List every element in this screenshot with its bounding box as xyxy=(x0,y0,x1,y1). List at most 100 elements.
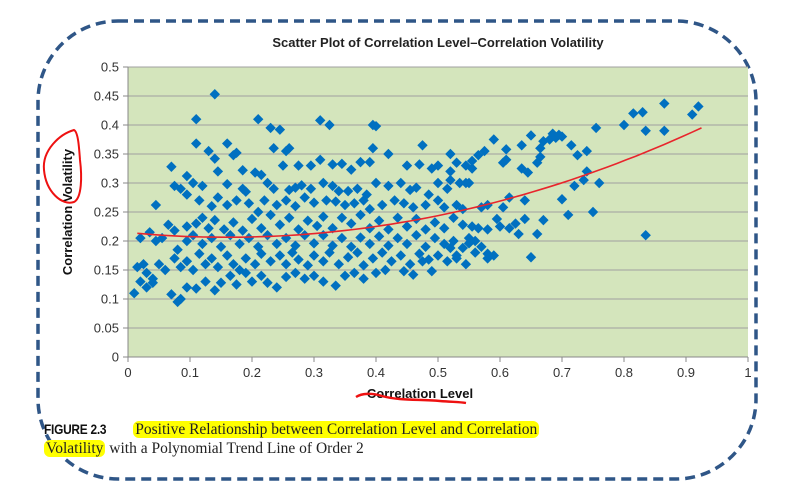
scatter-point xyxy=(504,192,515,203)
scatter-point xyxy=(417,140,428,151)
scatter-point xyxy=(299,230,310,241)
x-tick-label: 0.8 xyxy=(615,365,633,380)
scatter-point xyxy=(268,143,279,154)
scatter-point xyxy=(138,259,149,270)
scatter-point xyxy=(432,195,444,206)
scatter-point xyxy=(445,242,456,254)
scatter-point xyxy=(262,277,273,288)
y-tick-labels: 0 0.05 0.1 0.15 0.2 0.25 0.3 0.35 0.4 0.45 0.5 xyxy=(94,60,128,365)
scatter-point xyxy=(640,230,651,241)
annotation-circle xyxy=(42,128,83,204)
scatter-point xyxy=(367,253,379,264)
scatter-point xyxy=(163,219,174,230)
scatter-point xyxy=(249,259,261,270)
scatter-point xyxy=(175,261,186,273)
scatter-point xyxy=(256,248,267,259)
scatter-point xyxy=(265,209,276,221)
scatter-point xyxy=(333,259,344,270)
scatter-point xyxy=(525,130,537,141)
scatter-point xyxy=(519,213,530,225)
scatter-point xyxy=(482,248,493,259)
scatter-point xyxy=(411,213,422,225)
trend-line xyxy=(137,127,702,238)
scatter-point xyxy=(687,109,698,120)
scatter-point xyxy=(228,259,239,270)
scatter-point xyxy=(231,147,242,159)
scatter-point xyxy=(497,202,509,213)
y-tick-label: 0.2 xyxy=(101,234,119,249)
scatter-points xyxy=(129,89,704,308)
scatter-point xyxy=(389,195,400,206)
scatter-point xyxy=(386,256,397,267)
scatter-point xyxy=(280,259,292,270)
scatter-point xyxy=(491,213,503,225)
scatter-point xyxy=(141,282,152,293)
scatter-point xyxy=(315,154,326,165)
scatter-point xyxy=(364,156,375,168)
scatter-point xyxy=(246,276,258,287)
x-tick-label: 0.3 xyxy=(305,365,323,380)
scatter-point xyxy=(231,195,242,206)
scatter-point xyxy=(457,219,468,230)
scatter-point xyxy=(333,185,344,197)
scatter-point xyxy=(510,218,521,229)
scatter-point xyxy=(318,177,329,189)
scatter-point xyxy=(358,260,369,271)
scatter-point xyxy=(439,202,450,213)
scatter-point xyxy=(209,153,220,164)
y-tick-label: 0.35 xyxy=(94,147,119,162)
scatter-point xyxy=(336,212,348,223)
scatter-point xyxy=(262,177,273,189)
caption-highlight-2: Volatility xyxy=(44,440,106,457)
scatter-point xyxy=(352,247,363,258)
scatter-point xyxy=(445,166,456,177)
scatter-point xyxy=(150,235,162,247)
scatter-point xyxy=(324,247,335,258)
scatter-point xyxy=(240,253,251,264)
scatter-point xyxy=(370,120,382,132)
scatter-point xyxy=(640,125,651,136)
scatter-point xyxy=(445,174,456,186)
chart-title: Scatter Plot of Correlation Level–Correl… xyxy=(272,35,604,50)
scatter-point xyxy=(392,232,403,244)
scatter-point xyxy=(284,212,295,223)
scatter-point xyxy=(129,288,140,299)
scatter-point xyxy=(426,163,437,174)
scatter-point xyxy=(693,101,704,112)
scatter-point xyxy=(556,194,568,205)
scatter-point xyxy=(271,282,282,293)
scatter-point xyxy=(141,267,152,279)
scatter-point xyxy=(411,230,422,241)
scatter-point xyxy=(420,224,431,235)
scatter-point xyxy=(346,241,357,252)
scatter-point xyxy=(277,160,289,171)
scatter-point xyxy=(280,195,292,206)
scatter-point xyxy=(271,238,282,250)
scatter-point xyxy=(197,180,208,192)
scatter-point xyxy=(355,232,366,243)
scatter-point xyxy=(501,144,512,155)
scatter-point xyxy=(466,155,478,167)
scatter-point xyxy=(265,122,276,134)
scatter-point xyxy=(339,199,351,211)
scatter-point xyxy=(308,197,320,208)
scatter-point xyxy=(181,282,193,293)
scatter-point xyxy=(302,215,313,226)
scatter-point xyxy=(160,264,171,276)
scatter-point xyxy=(246,213,258,225)
scatter-point xyxy=(253,114,264,125)
scatter-point xyxy=(324,119,335,131)
x-tick-label: 0.4 xyxy=(367,365,385,380)
scatter-point xyxy=(166,161,177,172)
scatter-point xyxy=(544,134,555,145)
scatter-point xyxy=(380,264,391,276)
scatter-point xyxy=(401,238,413,250)
scatter-point xyxy=(398,265,410,277)
scatter-point xyxy=(256,270,267,281)
scatter-point xyxy=(206,201,217,212)
scatter-point xyxy=(274,250,286,261)
x-tick-label: 0.2 xyxy=(243,365,261,380)
scatter-point xyxy=(547,128,558,139)
scatter-point xyxy=(318,276,329,287)
